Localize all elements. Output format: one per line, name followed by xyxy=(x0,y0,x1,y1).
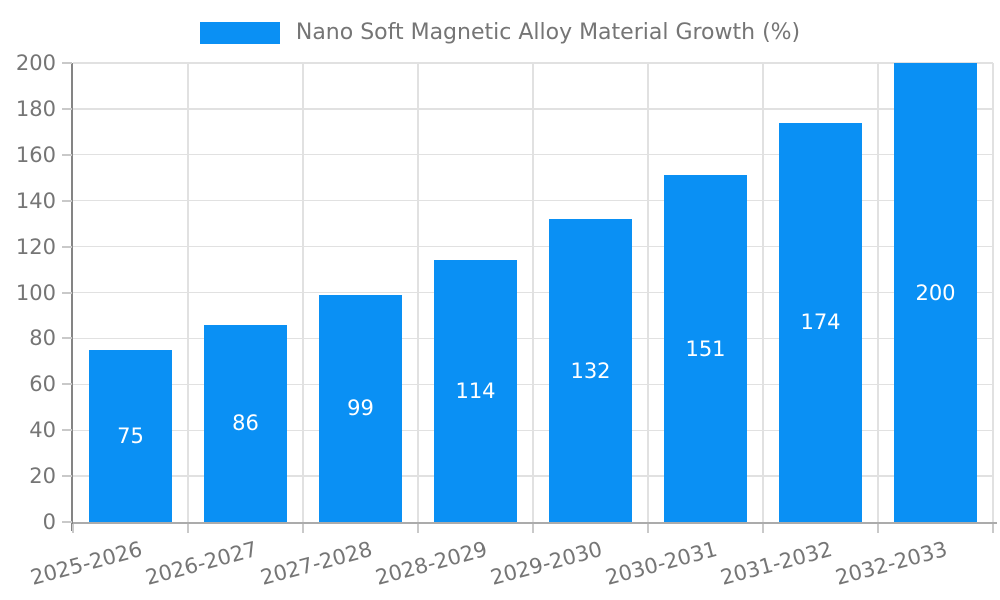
y-axis-tick xyxy=(62,62,72,64)
x-axis-tick-label: 2027-2028 xyxy=(257,537,375,590)
y-axis-tick xyxy=(62,245,72,248)
y-axis-tick-label: 100 xyxy=(15,280,56,305)
x-axis-tick-label: 2026-2027 xyxy=(142,537,260,590)
x-axis-tick xyxy=(877,524,879,533)
chart-legend[interactable]: Nano Soft Magnetic Alloy Material Growth… xyxy=(0,20,1000,45)
y-axis-tick xyxy=(62,383,72,386)
bar-value-label: 114 xyxy=(455,379,496,404)
gridline-vertical xyxy=(877,63,879,522)
x-axis-tick-label: 2029-2030 xyxy=(487,537,605,590)
legend-swatch xyxy=(199,21,280,44)
x-axis-tick xyxy=(762,524,764,533)
x-axis-tick xyxy=(302,524,304,533)
x-axis-line xyxy=(73,522,997,524)
y-axis-line xyxy=(71,63,73,531)
plot-area: 75 86 99 114 132 151 174 200 xyxy=(73,62,994,522)
y-axis-tick-label: 200 xyxy=(15,51,56,75)
y-axis-tick xyxy=(62,153,72,156)
legend-label: Nano Soft Magnetic Alloy Material Growth… xyxy=(295,20,801,45)
y-axis-tick-label: 80 xyxy=(29,326,56,351)
bar-value-label: 99 xyxy=(347,396,374,421)
bar-2026-2027[interactable]: 86 xyxy=(204,324,287,522)
gridline-vertical xyxy=(302,63,304,522)
bar-2029-2030[interactable]: 132 xyxy=(549,219,632,522)
x-axis-tick xyxy=(72,524,74,533)
x-axis-tick-label: 2028-2029 xyxy=(372,537,490,590)
x-axis-tick-label: 2032-2033 xyxy=(832,537,950,590)
gridline-vertical xyxy=(417,63,419,522)
y-axis-tick xyxy=(62,291,72,294)
y-axis-tick-label: 120 xyxy=(15,234,56,259)
y-axis-tick-label: 140 xyxy=(15,188,56,213)
y-axis-tick xyxy=(62,337,72,340)
gridline-vertical xyxy=(647,63,649,522)
y-axis-tick-label: 20 xyxy=(29,464,56,489)
x-axis-tick xyxy=(187,524,189,533)
x-axis-tick xyxy=(417,524,419,533)
bar-2025-2026[interactable]: 75 xyxy=(89,349,172,522)
x-axis-labels: 2025-2026 2026-2027 2027-2028 2028-2029 2029… xyxy=(28,522,993,600)
bar-value-label: 200 xyxy=(915,280,956,305)
y-axis-tick-label: 40 xyxy=(29,418,56,443)
y-axis-tick-label: 180 xyxy=(15,96,56,121)
bar-2031-2032[interactable]: 174 xyxy=(779,122,862,522)
bar-value-label: 132 xyxy=(570,358,611,383)
y-axis-tick xyxy=(62,199,72,202)
x-axis-tick xyxy=(532,524,534,533)
bar-2028-2029[interactable]: 114 xyxy=(434,260,517,522)
bar-2027-2028[interactable]: 99 xyxy=(319,294,402,522)
y-axis-tick-label: 0 xyxy=(42,510,56,534)
y-axis-tick-label: 60 xyxy=(29,372,56,397)
y-axis-tick xyxy=(62,107,72,110)
x-axis-tick xyxy=(992,524,994,533)
x-axis-tick-label: 2031-2032 xyxy=(717,537,835,590)
gridline-vertical xyxy=(532,63,534,522)
bar-2032-2033[interactable]: 200 xyxy=(894,63,977,522)
x-axis-tick-label: 2030-2031 xyxy=(602,537,720,590)
x-axis-tick-label: 2025-2026 xyxy=(27,537,145,590)
gridline-vertical xyxy=(992,63,994,522)
bar-2030-2031[interactable]: 151 xyxy=(664,175,747,522)
y-axis-tick xyxy=(62,475,72,478)
y-axis-tick xyxy=(62,521,72,523)
bar-value-label: 86 xyxy=(232,411,259,436)
gridline-vertical xyxy=(187,63,189,522)
bar-value-label: 151 xyxy=(685,336,726,361)
y-axis-tick xyxy=(62,429,72,432)
x-axis-tick xyxy=(647,524,649,533)
bar-value-label: 75 xyxy=(117,423,144,448)
y-axis-tick-label: 160 xyxy=(15,142,56,167)
bar-value-label: 174 xyxy=(800,310,841,335)
gridline-vertical xyxy=(762,63,764,522)
